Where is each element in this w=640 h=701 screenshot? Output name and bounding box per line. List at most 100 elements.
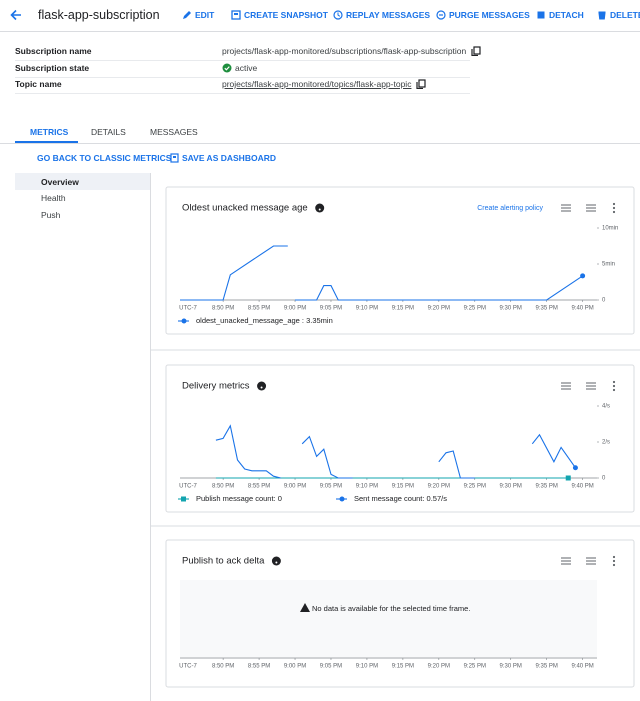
x-tick-label: 9:00 PM [284,664,306,670]
x-tick-label: 9:05 PM [320,664,342,670]
detail-label: Subscription name [15,46,92,56]
sidebar-item[interactable]: Overview [41,177,79,187]
action-button[interactable]: DETACH [549,10,584,20]
help-icon-dot [260,386,263,389]
x-tick-label: 8:50 PM [212,306,234,312]
timezone-label: UTC-7 [179,484,197,490]
y-tick-label: 4/s [602,404,610,410]
timezone-label: UTC-7 [179,664,197,670]
x-tick-label: 9:15 PM [392,484,414,490]
x-tick-label: 9:20 PM [428,484,450,490]
more-menu-dot [612,384,616,388]
x-tick-label: 9:05 PM [320,306,342,312]
action-icon [436,10,446,20]
more-menu-dot [612,555,616,559]
legend-label: Publish message count: 0 [196,494,282,503]
page-title: flask-app-subscription [38,8,160,22]
x-tick-label: 8:55 PM [248,484,270,490]
tab[interactable]: DETAILS [91,127,126,137]
detail-label: Subscription state [15,63,90,73]
more-menu-dot [612,388,616,392]
x-tick-label: 9:20 PM [428,306,450,312]
x-tick-label: 9:20 PM [428,664,450,670]
y-tick-label: 5min [602,262,615,268]
action-button[interactable]: REPLAY MESSAGES [346,10,431,20]
back-arrow[interactable] [9,8,23,22]
save-dashboard-button[interactable]: SAVE AS DASHBOARD [182,153,276,163]
chart-card [165,364,635,513]
x-tick-label: 8:50 PM [212,484,234,490]
detail-value: active [235,63,258,73]
timezone-label: UTC-7 [179,306,197,312]
x-tick-label: 8:55 PM [248,306,270,312]
detail-value: projects/flask-app-monitored/subscriptio… [222,46,467,56]
more-menu-dot [612,563,616,567]
legend-label: oldest_unacked_message_age : 3.35min [196,316,333,325]
action-icon [333,10,343,20]
x-tick-label: 9:15 PM [392,664,414,670]
x-tick-label: 9:25 PM [464,306,486,312]
sidebar-highlight [15,173,150,190]
chart-card [165,186,635,335]
action-button[interactable]: DELETE [610,10,640,20]
x-tick-label: 9:40 PM [571,484,593,490]
divider [0,143,640,144]
detail-value[interactable]: projects/flask-app-monitored/topics/flas… [222,79,412,89]
save-icon [170,153,179,163]
action-button[interactable]: EDIT [195,10,215,20]
action-icon [231,10,241,20]
more-menu-dot [612,210,616,214]
y-tick-label: 10min [602,226,618,232]
action-button[interactable]: PURGE MESSAGES [449,10,530,20]
metrics-panel: Oldest unacked message age Create alertin… [150,186,640,688]
series-end-marker [572,465,578,471]
row-divider [15,93,470,94]
more-menu-dot [612,559,616,563]
chart-tool-icon [561,204,571,212]
x-tick-label: 9:00 PM [284,484,306,490]
sidebar-item[interactable]: Health [41,193,66,203]
help-icon [271,556,281,566]
chart-title: Oldest unacked message age [182,203,308,214]
alerting-link[interactable]: Create alerting policy [477,205,543,212]
chart-tool-icon [561,382,571,390]
x-tick-label: 9:00 PM [284,306,306,312]
classic-metrics-link[interactable]: GO BACK TO CLASSIC METRICS [37,153,172,163]
x-tick-label: 9:30 PM [500,484,522,490]
series-end-marker [565,475,571,481]
help-icon-dot [318,208,321,211]
x-tick-label: 9:15 PM [392,306,414,312]
x-tick-label: 9:25 PM [464,664,486,670]
x-tick-label: 9:40 PM [571,664,593,670]
x-tick-label: 9:10 PM [356,484,378,490]
tab[interactable]: MESSAGES [150,127,198,137]
x-tick-label: 9:40 PM [571,306,593,312]
y-tick-label: 0 [602,476,606,482]
legend-label: Sent message count: 0.57/s [354,494,447,503]
help-icon [257,381,267,391]
chart-title: Delivery metrics [182,381,250,392]
action-icon [537,11,545,19]
series-line [180,245,583,301]
detail-label: Topic name [15,79,62,89]
action-icon [183,11,191,19]
chart-tool-icon [586,382,596,390]
chart-tool-icon [561,557,571,565]
help-icon [315,203,325,213]
action-button[interactable]: CREATE SNAPSHOT [244,10,328,20]
x-tick-label: 9:10 PM [356,306,378,312]
chart-title: Publish to ack delta [182,556,265,567]
divider [150,173,151,701]
tab[interactable]: METRICS [30,127,69,137]
chart-tool-icon [586,557,596,565]
x-tick-label: 8:50 PM [212,664,234,670]
row-divider [15,77,470,78]
x-tick-label: 9:25 PM [464,484,486,490]
x-tick-label: 9:35 PM [535,484,557,490]
help-icon-dot [275,561,278,564]
series-line [215,424,576,479]
more-menu-dot [612,202,616,206]
sidebar-item[interactable]: Push [41,210,61,220]
y-tick-label: 2/s [602,440,610,446]
